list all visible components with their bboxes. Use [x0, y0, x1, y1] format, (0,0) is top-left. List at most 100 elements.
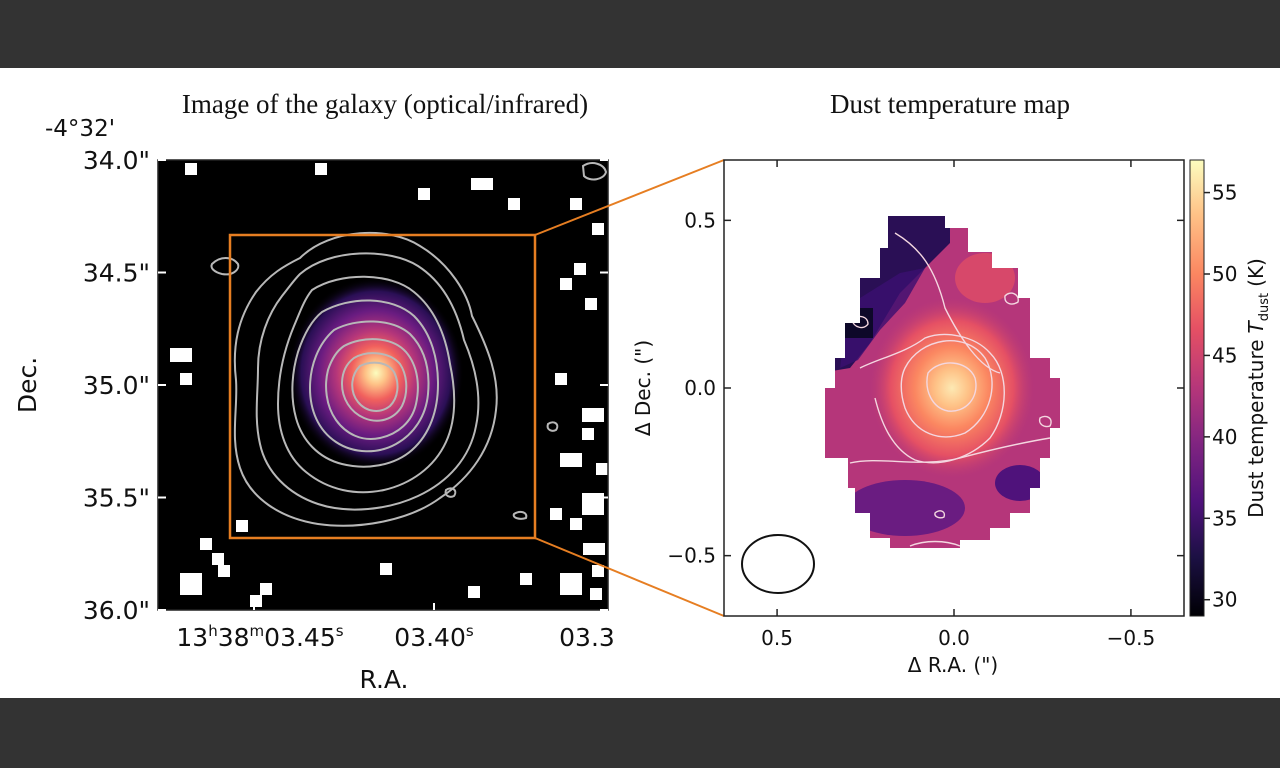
noise-pixel	[582, 428, 594, 440]
right-y-tick-label: −0.5	[667, 544, 716, 568]
left-y-tick-label: 35.5"	[83, 484, 150, 513]
noise-pixel	[380, 563, 392, 575]
dust-cold-edge	[840, 268, 925, 368]
left-dec-top-label: -4°32'	[45, 116, 115, 142]
zoom-connector-top	[534, 159, 725, 236]
right-y-tick-label: 0.0	[684, 376, 716, 400]
noise-pixel	[250, 595, 262, 607]
noise-pixel	[200, 538, 212, 550]
contour-level-7	[340, 352, 408, 422]
contour-level-4	[291, 299, 440, 468]
left-y-tick-label: 34.5"	[83, 259, 150, 288]
right-x-tick-label: 0.5	[761, 626, 793, 650]
right-x-tick-label: 0.0	[938, 626, 970, 650]
dust-contour-lower	[849, 437, 1051, 464]
dust-contour-small-3	[1038, 415, 1052, 428]
colorbar	[1189, 159, 1205, 617]
noise-pixel	[574, 263, 586, 275]
dust-contour-bottom	[909, 540, 961, 547]
contour-small-4	[512, 510, 528, 520]
dust-map	[825, 216, 1060, 548]
noise-pixel	[592, 565, 604, 577]
zoom-connector-bottom	[534, 537, 725, 617]
noise-pixel	[468, 586, 480, 598]
dust-contour-small-4	[934, 510, 946, 519]
contour-level-3	[276, 275, 456, 494]
dust-contour-inner	[926, 362, 977, 412]
noise-pixel	[570, 198, 582, 210]
left-y-axis-label: Dec.	[13, 357, 42, 413]
figure-panel: Image of the galaxy (optical/infrared) -…	[0, 68, 1280, 698]
noise-pixel	[236, 520, 248, 532]
noise-pixel	[596, 463, 608, 475]
colorbar-tick-label: 45	[1212, 343, 1237, 367]
noise-pixel	[550, 508, 562, 520]
noise-pixel	[592, 223, 604, 235]
noise-pixel	[260, 583, 272, 595]
left-x-tick-label-2: 03.40s	[394, 622, 474, 652]
colorbar-tick-label: 50	[1212, 262, 1237, 286]
noise-pixel	[582, 408, 604, 422]
noise-pixel	[560, 278, 572, 290]
noise-pixel	[585, 298, 597, 310]
dust-contours	[849, 232, 1052, 547]
colorbar-ticks: 30 35 40 45 50 55	[1204, 181, 1237, 612]
contour-small-5	[444, 487, 457, 498]
noise-pixel	[315, 163, 327, 175]
contour-level-8	[351, 361, 399, 412]
left-image-area	[158, 160, 608, 610]
right-y-axis-label: Δ Dec. (")	[631, 340, 655, 436]
contour-level-2	[255, 252, 480, 511]
right-y-axis: 0.5 0.0 −0.5	[667, 208, 1184, 568]
dust-contour-cold	[894, 232, 1001, 374]
right-x-axis-label: Δ R.A. (")	[908, 653, 998, 677]
left-x-tick-label-3: 03.3	[559, 623, 615, 652]
noise-pixel	[418, 188, 430, 200]
contour-small-3	[546, 421, 559, 432]
noise-pixel	[218, 565, 230, 577]
left-y-axis: 34.0" 34.5" 35.0" 35.5" 36.0"	[83, 146, 608, 625]
beam-ellipse	[741, 534, 815, 594]
zoom-box	[228, 233, 537, 540]
dust-lower-cool	[845, 480, 965, 536]
colorbar-label: Dust temperatureTdust(K)	[1244, 258, 1272, 518]
colorbar-tick-label: 55	[1212, 181, 1237, 205]
noise-pixel	[180, 573, 202, 595]
contour-small-2	[581, 162, 608, 181]
noise-pixel	[555, 373, 567, 385]
noise-pixel	[508, 198, 520, 210]
noise-pixel	[570, 518, 582, 530]
right-x-axis: 0.5 0.0 −0.5	[761, 160, 1155, 650]
right-y-tick-label: 0.5	[684, 208, 716, 232]
dust-contour-outer	[859, 333, 1005, 464]
left-x-axis-label: R.A.	[359, 665, 408, 694]
left-x-tick-label-1: 13h38m03.45s	[176, 622, 343, 652]
noise-pixel	[180, 373, 192, 385]
noise-pixel	[170, 348, 192, 362]
colorbar-tick-label: 30	[1212, 588, 1237, 612]
right-chart-title: Dust temperature map	[830, 89, 1070, 119]
noise-pixel	[590, 588, 602, 600]
left-chart-title: Image of the galaxy (optical/infrared)	[182, 89, 588, 119]
noise-pixel	[185, 163, 197, 175]
colorbar-tick-label: 40	[1212, 425, 1237, 449]
noise-pixel	[582, 493, 604, 515]
dust-contour-mid	[900, 340, 993, 438]
left-y-tick-label: 34.0"	[83, 146, 150, 175]
right-x-tick-label: −0.5	[1107, 626, 1156, 650]
dust-warm-core	[870, 298, 1034, 478]
contour-level-1	[233, 231, 498, 527]
noise-pixel	[471, 178, 493, 190]
noise-pixel	[583, 543, 605, 555]
noise-pixel	[560, 453, 582, 467]
left-y-tick-label: 35.0"	[83, 371, 150, 400]
left-contours	[210, 162, 608, 527]
contour-level-6	[325, 338, 419, 440]
dust-contour-small-2	[1004, 292, 1019, 305]
noise-pixel	[212, 553, 224, 565]
noise-pixel	[560, 573, 582, 595]
contour-level-5	[308, 320, 430, 453]
noise-pixels	[170, 163, 608, 607]
figure: Image of the galaxy (optical/infrared) -…	[13, 89, 1272, 694]
noise-pixel	[520, 573, 532, 585]
